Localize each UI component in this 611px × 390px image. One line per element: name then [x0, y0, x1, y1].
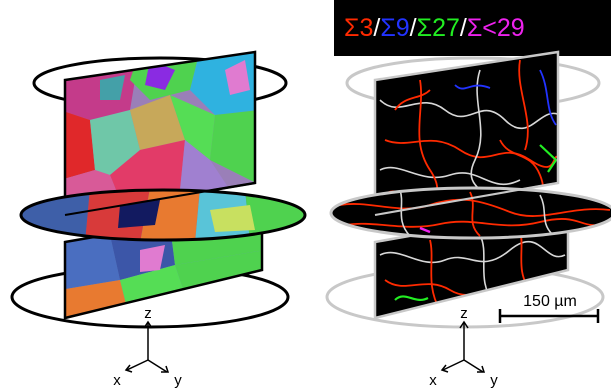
legend-item-sigma9: Σ9 — [380, 14, 410, 42]
axis-label-x-right: x — [429, 372, 437, 389]
legend-item-sigma-lt29: Σ<29 — [466, 14, 525, 42]
axis-label-z-right: z — [460, 305, 468, 322]
axis-triad-left — [124, 320, 170, 373]
grain-boundary-map: 150 µm — [325, 50, 611, 329]
legend-item-sigma27: Σ27 — [416, 14, 460, 42]
right-middle-section — [331, 188, 611, 238]
axis-label-z-left: z — [144, 305, 152, 322]
axis-triad-right — [440, 320, 486, 373]
legend-separator: / — [459, 14, 467, 42]
axis-label-x-left: x — [113, 372, 121, 389]
axis-label-y-right: y — [490, 372, 498, 389]
grain-orientation-map — [10, 50, 307, 329]
legend-bar: Σ3 / Σ9 / Σ27 / Σ<29 — [334, 0, 611, 56]
axis-label-y-left: y — [174, 372, 182, 389]
legend-separator: / — [409, 14, 417, 42]
scale-bar-label: 150 µm — [523, 293, 577, 310]
legend-item-sigma3: Σ3 — [344, 14, 374, 42]
legend-separator: / — [373, 14, 381, 42]
